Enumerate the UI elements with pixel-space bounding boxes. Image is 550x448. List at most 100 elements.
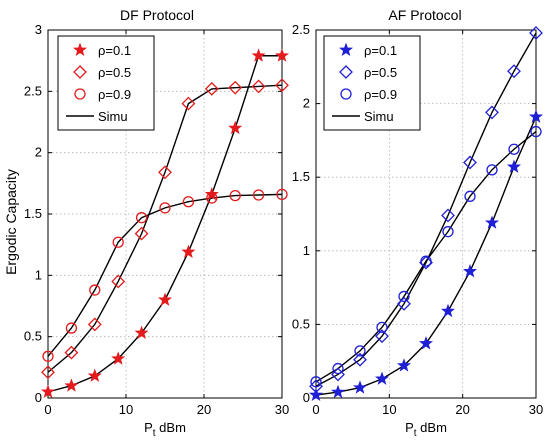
af-y-tick-label: 2 xyxy=(303,96,310,111)
df-x-label-main: P xyxy=(144,420,153,435)
df-point-circle xyxy=(182,196,195,208)
df-point-circle xyxy=(89,284,101,296)
af-point-diamond xyxy=(419,255,433,270)
af-point-circle xyxy=(354,345,366,357)
df-point-star xyxy=(64,378,79,392)
af-x-axis-label: Pt dBm xyxy=(405,420,447,439)
df-point-diamond xyxy=(134,226,149,241)
af-chart-title: AF Protocol xyxy=(388,7,461,23)
df-point-star xyxy=(274,48,290,62)
af-point-diamond xyxy=(485,105,499,120)
af-x-label-unit: dBm xyxy=(420,420,447,435)
df-point-diamond xyxy=(251,79,266,94)
df-y-tick-label: 0.5 xyxy=(24,329,42,344)
af-simu-line-2 xyxy=(315,32,537,387)
df-legend-label: ρ=0.1 xyxy=(98,43,131,58)
af-simu-line-3 xyxy=(315,131,537,383)
af-x-tick-label: 10 xyxy=(382,402,396,417)
df-legend: ρ=0.1 ρ=0.5 ρ=0.9 Simu xyxy=(57,35,155,131)
af-point-circle xyxy=(376,321,388,333)
df-point-circle xyxy=(276,188,288,201)
af-x-tick-label: 20 xyxy=(455,402,469,417)
af-point-diamond xyxy=(375,329,389,344)
af-point-star xyxy=(440,303,456,318)
df-legend-box xyxy=(57,35,155,131)
df-point-star xyxy=(204,187,219,201)
af-point-circle xyxy=(442,226,454,238)
df-x-tick-label: 30 xyxy=(275,402,289,417)
af-y-tick-label: 2.5 xyxy=(292,22,310,37)
df-x-label-unit: dBm xyxy=(159,420,186,435)
af-legend: ρ=0.1 ρ=0.5 ρ=0.9 Simu xyxy=(323,35,421,131)
df-legend-label: ρ=0.9 xyxy=(98,87,131,102)
df-x-axis-label: Pt dBm xyxy=(144,420,186,439)
af-point-diamond xyxy=(507,64,521,79)
df-simu-line-3 xyxy=(47,193,283,357)
df-x-label-sub: t xyxy=(153,428,156,439)
af-point-star xyxy=(528,109,544,123)
af-y-tick-label: 1.5 xyxy=(292,169,310,184)
af-point-circle xyxy=(464,190,476,202)
af-point-star xyxy=(396,358,412,372)
af-x-tick-label: 0 xyxy=(312,402,319,417)
df-y-tick-label: 0 xyxy=(35,390,42,405)
df-point-diamond xyxy=(204,81,219,96)
df-point-circle xyxy=(229,189,241,202)
af-y-tick-label: 1 xyxy=(303,243,310,258)
af-point-circle xyxy=(332,362,344,375)
af-legend-simu-label: Simu xyxy=(364,109,394,124)
df-x-tick-label: 20 xyxy=(197,402,211,417)
df-y-tick-label: 3 xyxy=(35,22,42,37)
af-x-label-sub: t xyxy=(414,428,417,439)
df-simu-line-2 xyxy=(47,84,283,373)
df-x-tick-label: 10 xyxy=(119,402,133,417)
af-point-circle xyxy=(398,290,410,303)
af-y-tick-label: 0 xyxy=(303,390,310,405)
df-y-tick-label: 1 xyxy=(35,267,42,282)
df-point-diamond xyxy=(64,345,79,360)
af-legend-label: ρ=0.5 xyxy=(364,65,397,80)
af-legend-label: ρ=0.9 xyxy=(364,87,397,102)
df-point-diamond xyxy=(87,317,102,332)
af-y-tick-label: 0.5 xyxy=(292,316,310,331)
af-legend-circle-icon xyxy=(340,88,352,100)
df-point-star xyxy=(157,292,173,306)
af-legend-diamond-icon xyxy=(339,65,353,79)
af-point-circle xyxy=(530,125,542,138)
af-point-star xyxy=(330,384,346,399)
df-x-tick-label: 0 xyxy=(44,402,51,417)
df-point-diamond xyxy=(181,96,196,111)
df-y-tick-label: 1.5 xyxy=(24,206,42,221)
af-point-circle xyxy=(420,255,432,267)
df-point-circle xyxy=(206,192,218,204)
df-point-diamond xyxy=(228,80,243,95)
af-point-star xyxy=(418,336,434,350)
df-point-star xyxy=(134,325,149,339)
df-point-star xyxy=(111,351,126,365)
df-point-circle xyxy=(65,322,78,334)
df-legend-star-icon xyxy=(72,42,88,56)
af-point-circle xyxy=(310,376,322,388)
df-plot-layer: 0 10 20 30 0 0.5 1 1.5 2 2.5 3 xyxy=(24,22,289,417)
af-point-diamond xyxy=(529,26,543,40)
df-y-tick-label: 2 xyxy=(35,145,42,160)
df-y-tick-label: 2.5 xyxy=(24,83,42,98)
df-point-star xyxy=(40,384,56,398)
af-point-diamond xyxy=(463,155,477,170)
af-point-star xyxy=(506,159,522,173)
af-x-label-main: P xyxy=(405,420,414,435)
df-point-circle xyxy=(112,236,124,248)
af-point-circle xyxy=(486,164,498,176)
df-chart-title: DF Protocol xyxy=(120,7,194,23)
df-point-star xyxy=(87,368,102,382)
df-point-circle xyxy=(135,212,148,224)
af-legend-star-icon xyxy=(338,42,354,56)
af-protocol-panel: AF Protocol 0 10 20 30 0 0.5 1 1.5 2 2.5 Pt dBm ρ… xyxy=(292,7,543,439)
df-point-star xyxy=(228,120,243,135)
af-point-star xyxy=(462,264,478,278)
df-point-diamond xyxy=(111,274,126,289)
af-point-diamond xyxy=(397,296,411,311)
df-point-circle xyxy=(159,202,171,214)
